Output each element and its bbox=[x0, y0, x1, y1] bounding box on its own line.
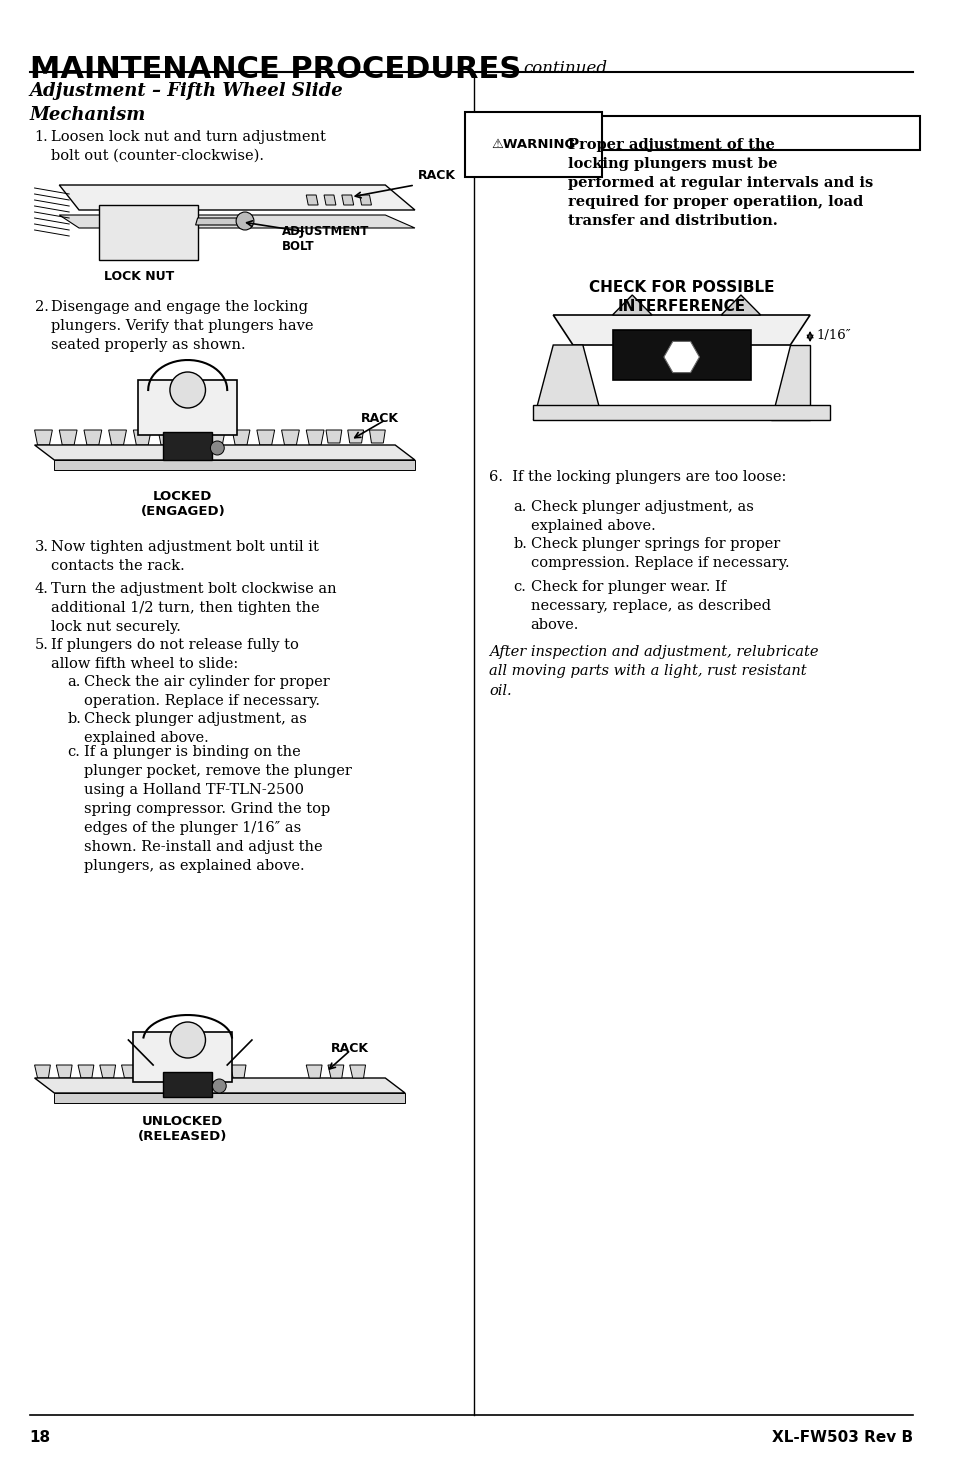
Polygon shape bbox=[369, 431, 385, 442]
Polygon shape bbox=[341, 195, 354, 205]
Polygon shape bbox=[100, 1065, 115, 1078]
Polygon shape bbox=[230, 1065, 246, 1078]
Text: Turn the adjustment bolt clockwise an
additional 1/2 turn, then tighten the
lock: Turn the adjustment bolt clockwise an ad… bbox=[51, 583, 336, 634]
Text: 5.: 5. bbox=[34, 639, 49, 652]
Text: If plungers do not release fully to
allow fifth wheel to slide:: If plungers do not release fully to allo… bbox=[51, 639, 299, 671]
Polygon shape bbox=[121, 1065, 137, 1078]
Text: 6.  If the locking plungers are too loose:: 6. If the locking plungers are too loose… bbox=[489, 471, 785, 484]
Text: MAINTENANCE PROCEDURES: MAINTENANCE PROCEDURES bbox=[30, 55, 520, 84]
Text: b.: b. bbox=[513, 537, 527, 552]
FancyBboxPatch shape bbox=[487, 117, 919, 150]
Polygon shape bbox=[59, 184, 415, 209]
Text: c.: c. bbox=[67, 745, 80, 760]
Text: CHECK FOR POSSIBLE
INTERFERENCE: CHECK FOR POSSIBLE INTERFERENCE bbox=[588, 280, 774, 314]
Circle shape bbox=[213, 1080, 226, 1093]
Polygon shape bbox=[59, 215, 415, 229]
Polygon shape bbox=[59, 431, 77, 445]
Text: Check plunger springs for proper
compression. Replace if necessary.: Check plunger springs for proper compres… bbox=[530, 537, 788, 569]
Circle shape bbox=[170, 1022, 205, 1058]
Polygon shape bbox=[326, 431, 341, 442]
Circle shape bbox=[235, 212, 253, 230]
Polygon shape bbox=[720, 295, 760, 316]
Polygon shape bbox=[158, 431, 175, 445]
Polygon shape bbox=[34, 1078, 405, 1093]
Polygon shape bbox=[256, 431, 274, 445]
Polygon shape bbox=[34, 1065, 51, 1078]
Polygon shape bbox=[54, 1093, 405, 1103]
Polygon shape bbox=[34, 431, 52, 445]
Text: LOCKED
(ENGAGED): LOCKED (ENGAGED) bbox=[140, 490, 225, 518]
Text: Check the air cylinder for proper
operation. Replace if necessary.: Check the air cylinder for proper operat… bbox=[84, 676, 330, 708]
Text: 18: 18 bbox=[30, 1429, 51, 1445]
Text: continued: continued bbox=[523, 60, 607, 77]
Text: Loosen lock nut and turn adjustment
bolt out (counter-clockwise).: Loosen lock nut and turn adjustment bolt… bbox=[51, 130, 326, 162]
Polygon shape bbox=[328, 1065, 343, 1078]
Polygon shape bbox=[324, 195, 335, 205]
Polygon shape bbox=[143, 1065, 159, 1078]
Text: a.: a. bbox=[67, 676, 80, 689]
Text: 1/16″: 1/16″ bbox=[815, 329, 850, 342]
FancyBboxPatch shape bbox=[612, 330, 750, 381]
Text: LOCK NUT: LOCK NUT bbox=[104, 270, 173, 283]
Polygon shape bbox=[195, 218, 239, 226]
Polygon shape bbox=[306, 431, 324, 445]
Text: c.: c. bbox=[513, 580, 526, 594]
Text: a.: a. bbox=[513, 500, 527, 513]
Text: 4.: 4. bbox=[34, 583, 49, 596]
Polygon shape bbox=[663, 341, 699, 373]
Text: Check plunger adjustment, as
explained above.: Check plunger adjustment, as explained a… bbox=[530, 500, 753, 532]
Text: RACK: RACK bbox=[417, 170, 456, 181]
Polygon shape bbox=[359, 195, 371, 205]
Text: b.: b. bbox=[67, 712, 81, 726]
Polygon shape bbox=[183, 431, 200, 445]
Text: Now tighten adjustment bolt until it
contacts the rack.: Now tighten adjustment bolt until it con… bbox=[51, 540, 319, 572]
Polygon shape bbox=[553, 316, 809, 345]
FancyBboxPatch shape bbox=[133, 1032, 232, 1083]
Polygon shape bbox=[207, 431, 225, 445]
Polygon shape bbox=[533, 345, 602, 420]
Text: If a plunger is binding on the
plunger pocket, remove the plunger
using a Hollan: If a plunger is binding on the plunger p… bbox=[84, 745, 352, 873]
Polygon shape bbox=[109, 431, 127, 445]
Polygon shape bbox=[350, 1065, 365, 1078]
Text: RACK: RACK bbox=[331, 1041, 369, 1055]
Text: XL-FW503 Rev B: XL-FW503 Rev B bbox=[771, 1429, 912, 1445]
Polygon shape bbox=[165, 1065, 181, 1078]
Polygon shape bbox=[770, 345, 809, 420]
Polygon shape bbox=[34, 445, 415, 460]
Polygon shape bbox=[54, 460, 415, 471]
FancyBboxPatch shape bbox=[533, 406, 829, 420]
FancyBboxPatch shape bbox=[138, 381, 237, 435]
Text: Disengage and engage the locking
plungers. Verify that plungers have
seated prop: Disengage and engage the locking plunger… bbox=[51, 299, 314, 353]
Text: 3.: 3. bbox=[34, 540, 49, 555]
Polygon shape bbox=[56, 1065, 72, 1078]
Circle shape bbox=[170, 372, 205, 409]
Text: Proper adjustment of the
locking plungers must be
performed at regular intervals: Proper adjustment of the locking plunger… bbox=[567, 139, 872, 227]
FancyBboxPatch shape bbox=[163, 1072, 213, 1097]
Polygon shape bbox=[348, 431, 363, 442]
Text: After inspection and adjustment, relubricate
all moving parts with a light, rust: After inspection and adjustment, relubri… bbox=[489, 645, 818, 698]
Polygon shape bbox=[78, 1065, 93, 1078]
Text: UNLOCKED
(RELEASED): UNLOCKED (RELEASED) bbox=[138, 1115, 227, 1143]
Polygon shape bbox=[187, 1065, 202, 1078]
Polygon shape bbox=[209, 1065, 224, 1078]
FancyBboxPatch shape bbox=[99, 205, 197, 260]
Polygon shape bbox=[306, 1065, 322, 1078]
Text: Adjustment – Fifth Wheel Slide
Mechanism: Adjustment – Fifth Wheel Slide Mechanism bbox=[30, 83, 343, 124]
Polygon shape bbox=[232, 431, 250, 445]
Text: 1.: 1. bbox=[34, 130, 49, 145]
Text: Check plunger adjustment, as
explained above.: Check plunger adjustment, as explained a… bbox=[84, 712, 307, 745]
FancyBboxPatch shape bbox=[163, 432, 213, 460]
Polygon shape bbox=[281, 431, 299, 445]
Polygon shape bbox=[84, 431, 102, 445]
Text: 2.: 2. bbox=[34, 299, 49, 314]
Text: Check for plunger wear. If
necessary, replace, as described
above.: Check for plunger wear. If necessary, re… bbox=[530, 580, 770, 631]
Text: ADJUSTMENT
BOLT: ADJUSTMENT BOLT bbox=[281, 226, 369, 254]
Polygon shape bbox=[612, 295, 651, 316]
Polygon shape bbox=[133, 431, 151, 445]
Circle shape bbox=[211, 441, 224, 454]
Text: RACK: RACK bbox=[360, 412, 398, 425]
Polygon shape bbox=[306, 195, 317, 205]
Text: ⚠WARNING: ⚠WARNING bbox=[491, 139, 575, 150]
